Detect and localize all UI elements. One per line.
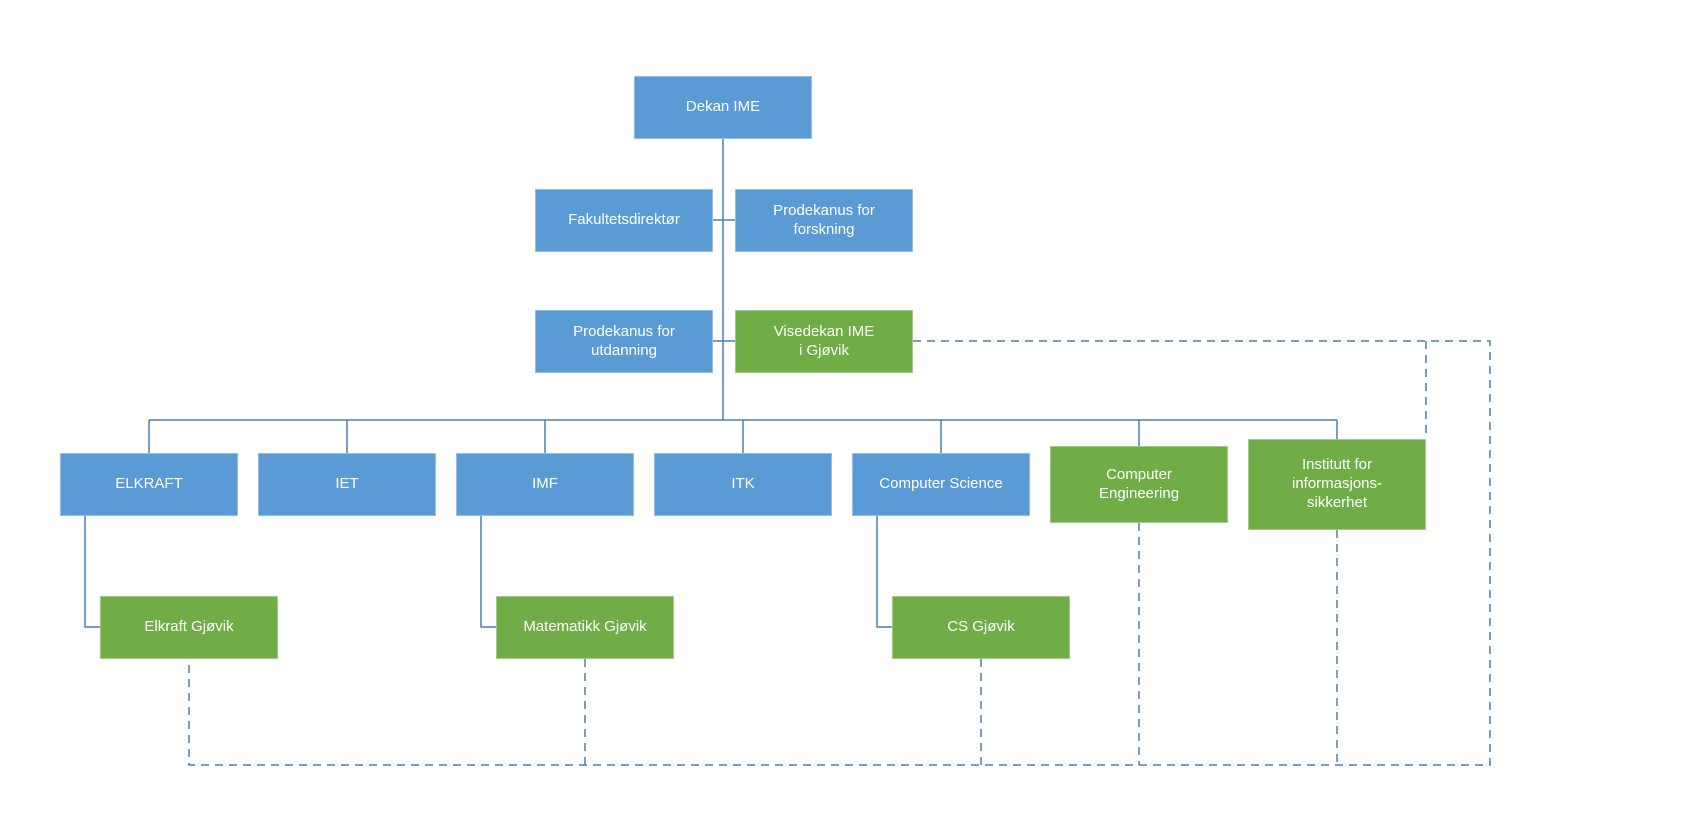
node-label: Dekan IME xyxy=(686,98,760,117)
node-label: IMF xyxy=(532,475,558,494)
node-label: Matematikk Gjøvik xyxy=(523,618,646,637)
node-dekan: Dekan IME xyxy=(634,76,812,139)
node-label: Computer Science xyxy=(879,475,1002,494)
node-label: ELKRAFT xyxy=(115,475,183,494)
node-pro_utd: Prodekanus for utdanning xyxy=(535,310,713,373)
node-cs: Computer Science xyxy=(852,453,1030,516)
org-chart: Dekan IME Fakultetsdirektør Prodekanus for… xyxy=(0,0,1700,824)
node-label: Visedekan IME i Gjøvik xyxy=(774,323,875,361)
node-label: Prodekanus for forskning xyxy=(773,202,875,240)
node-label: Prodekanus for utdanning xyxy=(573,323,675,361)
node-label: CS Gjøvik xyxy=(947,618,1015,637)
node-iis: Institutt for informasjons- sikkerhet xyxy=(1248,439,1426,530)
node-label: Elkraft Gjøvik xyxy=(144,618,233,637)
node-elkraft: ELKRAFT xyxy=(60,453,238,516)
node-label: Fakultetsdirektør xyxy=(568,211,680,230)
node-iet: IET xyxy=(258,453,436,516)
node-label: IET xyxy=(335,475,358,494)
node-mat_gjovik: Matematikk Gjøvik xyxy=(496,596,674,659)
node-visedekan: Visedekan IME i Gjøvik xyxy=(735,310,913,373)
node-label: Computer Engineering xyxy=(1099,466,1179,504)
node-ce: Computer Engineering xyxy=(1050,446,1228,523)
connector-lines xyxy=(0,0,1700,824)
node-cs_gjovik: CS Gjøvik xyxy=(892,596,1070,659)
node-label: Institutt for informasjons- sikkerhet xyxy=(1292,456,1382,512)
node-label: ITK xyxy=(731,475,754,494)
node-fakdir: Fakultetsdirektør xyxy=(535,189,713,252)
node-itk: ITK xyxy=(654,453,832,516)
node-elkraft_gjovik: Elkraft Gjøvik xyxy=(100,596,278,659)
node-pro_forsk: Prodekanus for forskning xyxy=(735,189,913,252)
node-imf: IMF xyxy=(456,453,634,516)
